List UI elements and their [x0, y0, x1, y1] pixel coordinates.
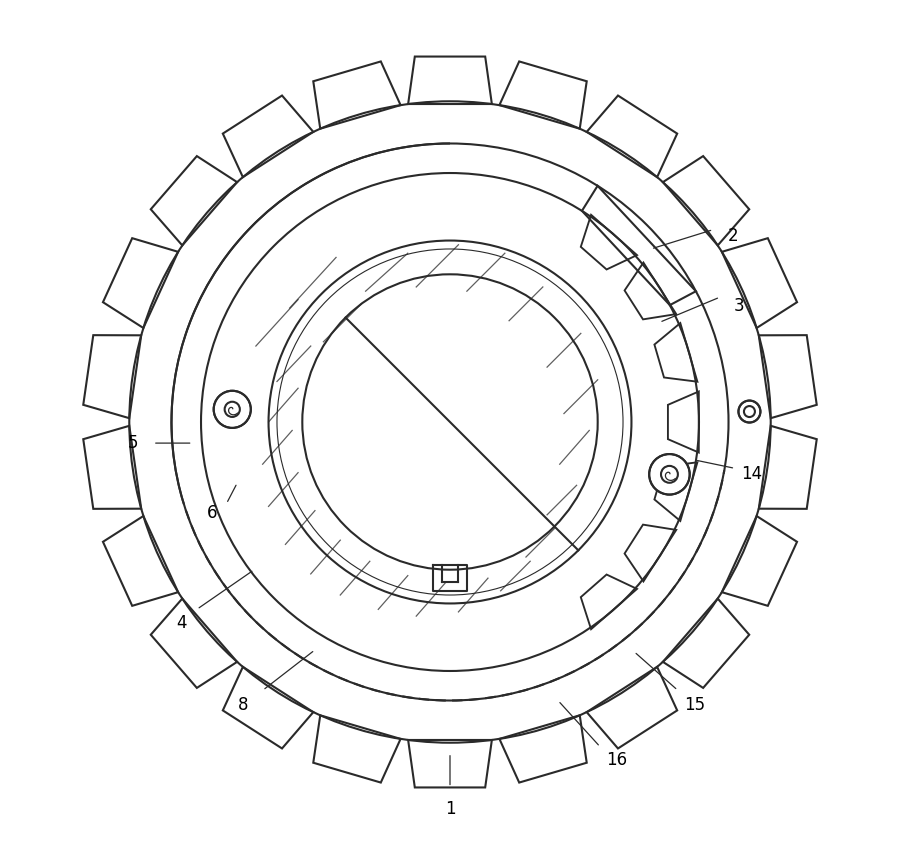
- Text: 1: 1: [445, 799, 455, 818]
- Text: 4: 4: [176, 614, 187, 632]
- Text: 14: 14: [742, 465, 762, 484]
- Text: 6: 6: [207, 504, 217, 522]
- Circle shape: [649, 454, 689, 495]
- Text: 8: 8: [238, 695, 248, 714]
- Circle shape: [739, 401, 760, 423]
- Text: 16: 16: [607, 750, 627, 769]
- Text: 5: 5: [128, 434, 139, 452]
- Text: 15: 15: [684, 695, 706, 714]
- Text: 3: 3: [734, 296, 744, 315]
- Circle shape: [213, 391, 251, 428]
- Text: 2: 2: [727, 227, 738, 246]
